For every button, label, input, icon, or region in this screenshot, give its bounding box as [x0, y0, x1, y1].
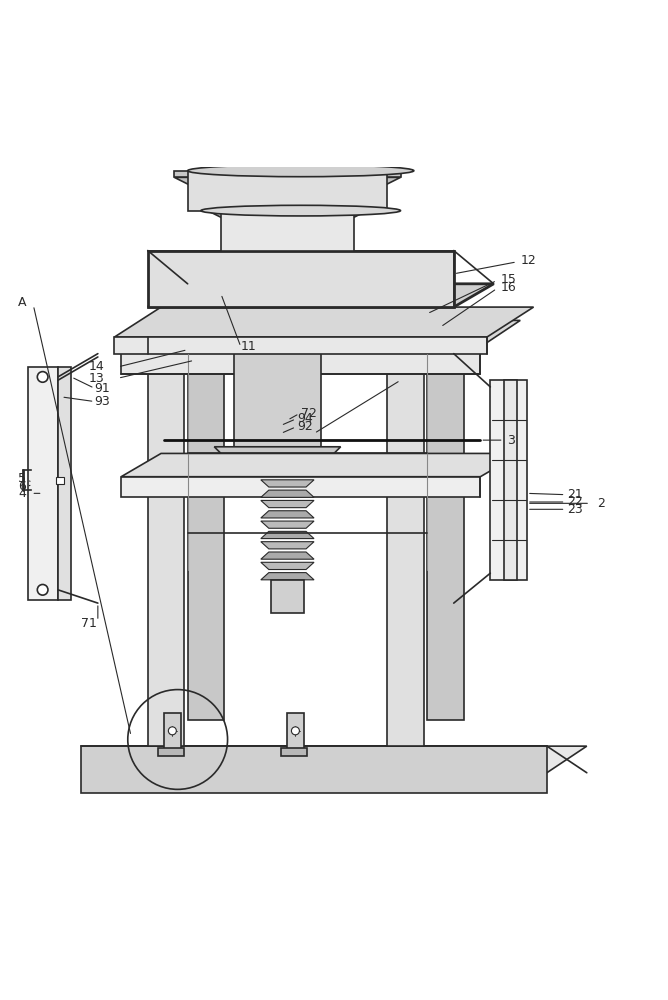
Bar: [490, 380, 527, 580]
Text: 23: 23: [567, 503, 582, 516]
Circle shape: [291, 727, 299, 735]
Bar: [56, 477, 64, 484]
Ellipse shape: [188, 165, 414, 177]
Bar: [158, 748, 184, 756]
Polygon shape: [261, 480, 314, 487]
Bar: [387, 334, 424, 746]
Bar: [271, 580, 304, 613]
Polygon shape: [261, 531, 314, 539]
Polygon shape: [261, 573, 314, 580]
Bar: [58, 367, 71, 600]
Circle shape: [37, 584, 48, 595]
Text: 5: 5: [18, 472, 26, 485]
Text: 94: 94: [297, 412, 313, 425]
Bar: [228, 221, 347, 251]
Polygon shape: [261, 542, 314, 549]
Bar: [188, 320, 224, 720]
Text: 6: 6: [18, 480, 26, 493]
Bar: [121, 477, 480, 497]
Text: 16: 16: [500, 281, 516, 294]
Text: 22: 22: [567, 495, 582, 508]
Bar: [221, 211, 354, 251]
Bar: [174, 171, 401, 177]
Polygon shape: [121, 320, 520, 347]
Text: 15: 15: [500, 273, 516, 286]
Bar: [114, 337, 487, 354]
Polygon shape: [148, 284, 494, 307]
Bar: [201, 191, 374, 207]
Text: 71: 71: [81, 617, 97, 630]
Polygon shape: [81, 746, 587, 773]
Text: 93: 93: [94, 395, 110, 408]
Text: 3: 3: [507, 434, 515, 447]
Text: 4: 4: [18, 487, 26, 500]
Text: 91: 91: [94, 382, 110, 395]
Bar: [121, 347, 480, 374]
Polygon shape: [261, 521, 314, 528]
Circle shape: [37, 372, 48, 382]
Polygon shape: [114, 307, 534, 337]
Bar: [28, 367, 58, 600]
Bar: [188, 171, 387, 211]
Polygon shape: [261, 511, 314, 518]
Bar: [281, 748, 307, 756]
Bar: [234, 347, 321, 467]
Polygon shape: [261, 490, 314, 497]
Text: 2: 2: [597, 497, 605, 510]
Bar: [504, 380, 517, 580]
Text: 11: 11: [241, 340, 257, 353]
Text: 92: 92: [297, 420, 313, 433]
Bar: [287, 713, 304, 749]
Ellipse shape: [201, 205, 401, 216]
Polygon shape: [201, 207, 374, 221]
Polygon shape: [214, 447, 341, 467]
Polygon shape: [261, 562, 314, 570]
Text: 13: 13: [89, 372, 104, 385]
Circle shape: [168, 727, 176, 735]
Bar: [81, 746, 547, 793]
Bar: [148, 334, 184, 746]
Bar: [427, 320, 464, 720]
Text: A: A: [18, 296, 27, 309]
Text: 21: 21: [567, 488, 582, 501]
Text: 12: 12: [520, 254, 536, 267]
Polygon shape: [174, 177, 401, 191]
Polygon shape: [261, 552, 314, 559]
Bar: [148, 251, 454, 307]
Text: 72: 72: [301, 407, 317, 420]
Polygon shape: [121, 453, 520, 477]
Polygon shape: [261, 500, 314, 508]
Text: 14: 14: [89, 360, 104, 373]
Bar: [164, 713, 181, 749]
Polygon shape: [214, 327, 341, 347]
